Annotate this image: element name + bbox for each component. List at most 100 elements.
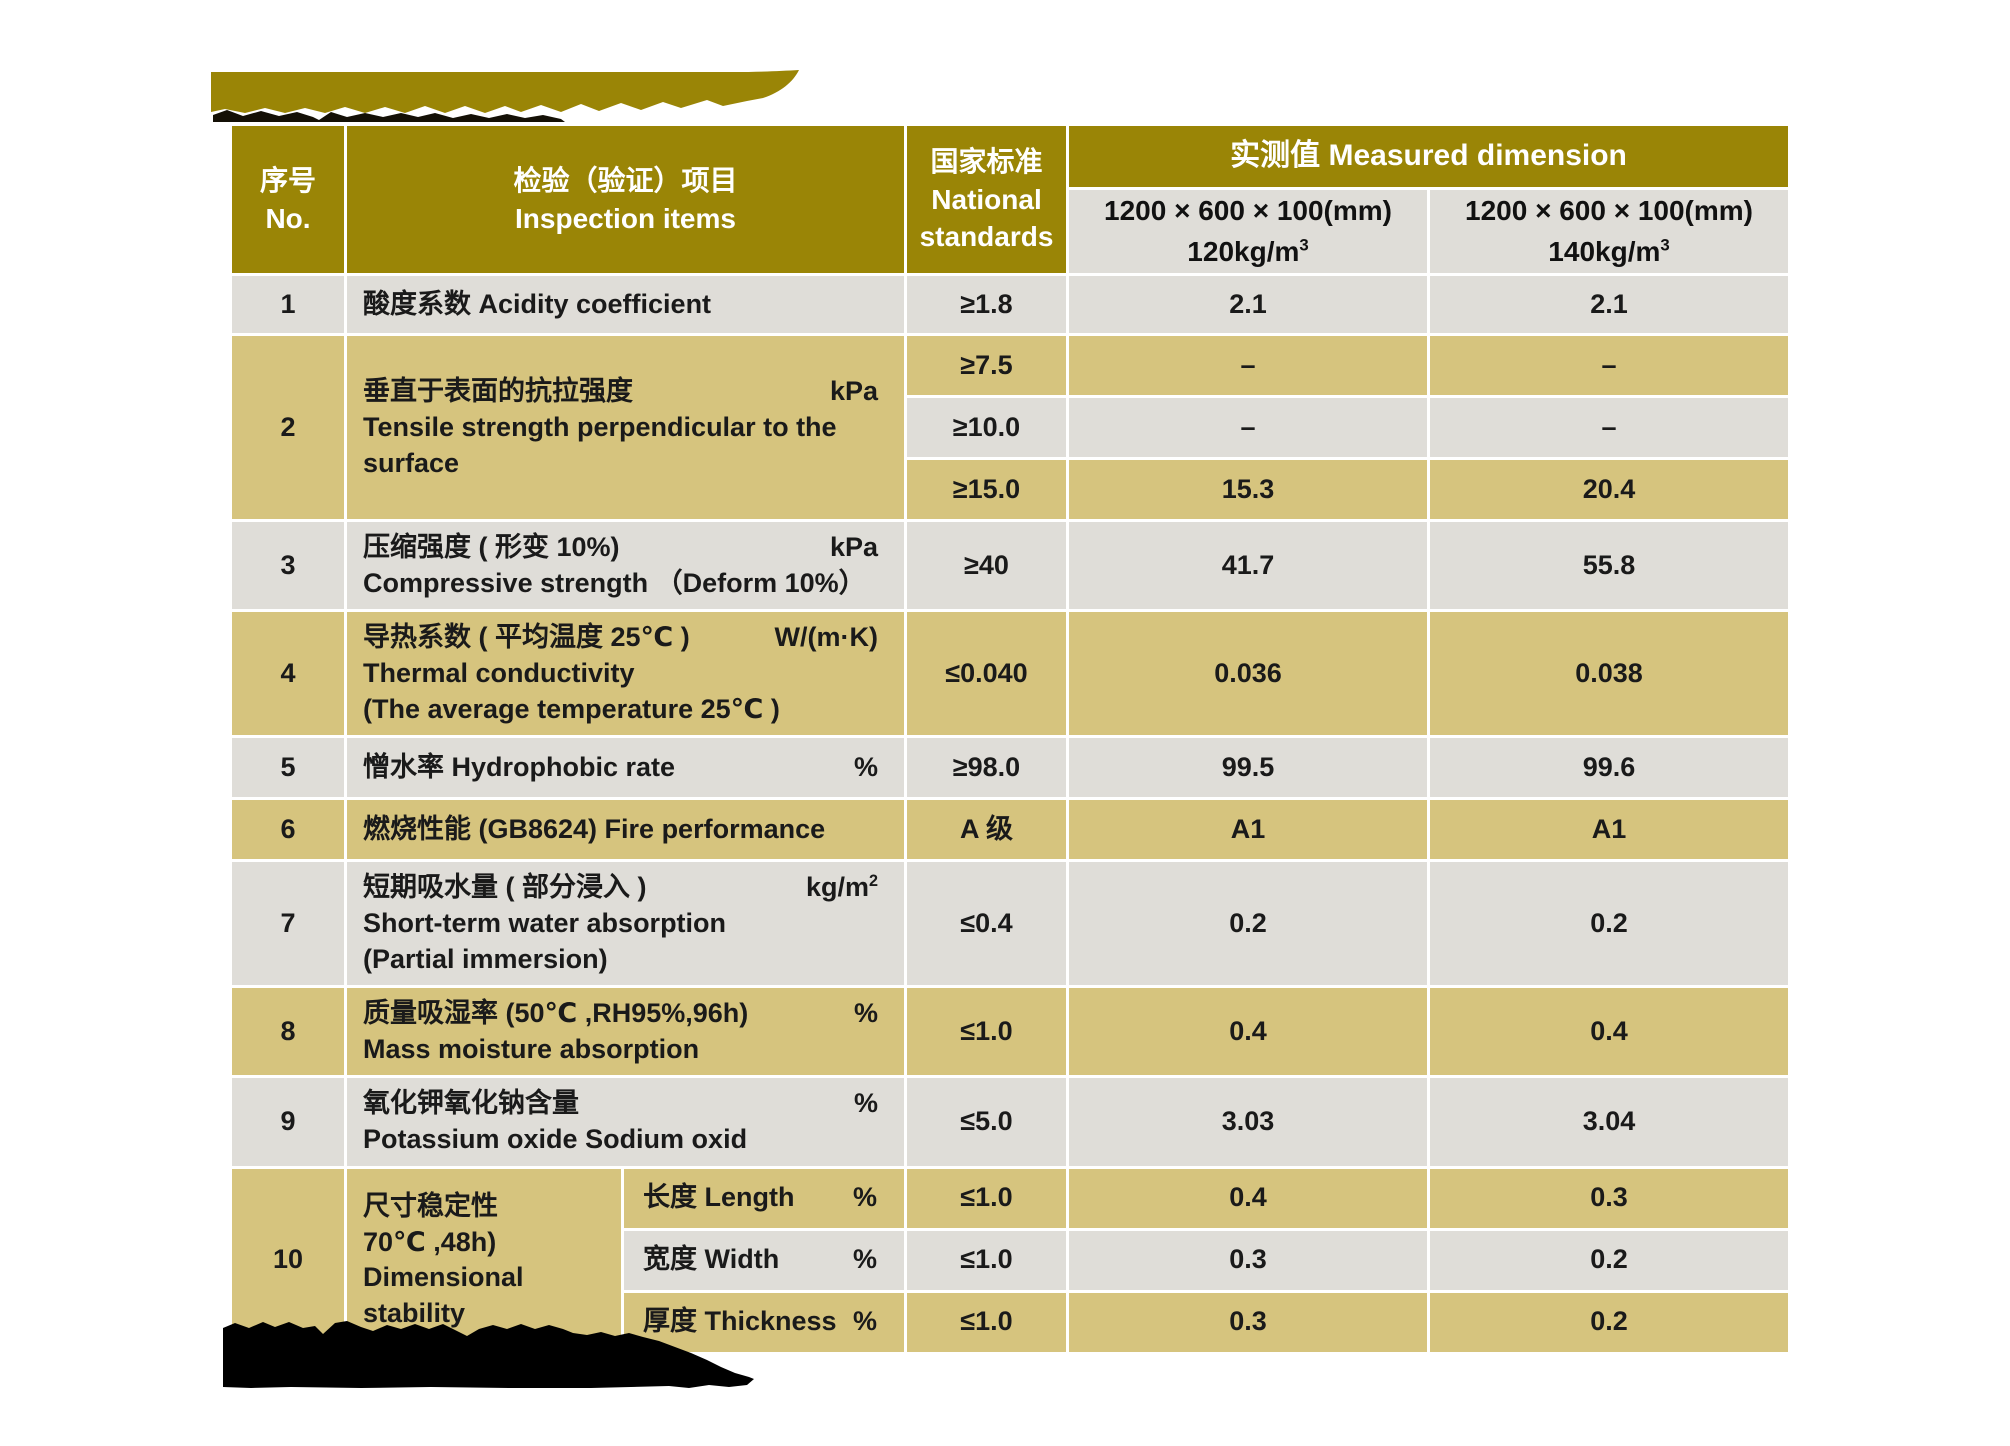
cell-value-120: 41.7 [1066, 519, 1431, 613]
unit-label: % [854, 1088, 879, 1119]
cell-value-140: 0.2 [1427, 859, 1792, 989]
cell-value-120: A1 [1066, 797, 1431, 863]
header-standards-cn: 国家标准 [930, 145, 1043, 177]
cell-standard: ≥40 [904, 519, 1070, 613]
cell-item: 质量吸湿率 (50℃ ,RH95%,96h)% Mass moisture ab… [343, 985, 908, 1079]
header-item: 检验（验证）项目 Inspection items [343, 122, 908, 277]
spec-140-density: 140kg/m3 [1548, 235, 1670, 267]
cell-no: 7 [229, 859, 347, 989]
cell-value-140: 0.3 [1427, 1165, 1792, 1231]
cell-value-140: 0.2 [1427, 1289, 1792, 1355]
cell-item: 尺寸稳定性 70℃ ,48h) Dimensional stability [344, 1165, 624, 1355]
cell-no: 2 [229, 333, 347, 523]
cell-value-140: – [1427, 395, 1792, 461]
table-row-10b: 宽度 Width% ≤1.0 0.3 0.2 [231, 1227, 1792, 1293]
cell-value-120: 0.4 [1066, 1165, 1431, 1231]
cell-standard: ≤1.0 [904, 1289, 1070, 1355]
cell-value-120: 0.2 [1066, 859, 1431, 989]
cell-value-120: 3.03 [1066, 1075, 1431, 1169]
cell-standard: ≤1.0 [904, 1227, 1070, 1293]
table-row-4: 4 导热系数 ( 平均温度 25℃ ) W/(m·K) Thermal condu… [229, 609, 1792, 739]
cell-no: 3 [229, 519, 347, 613]
cell-subitem: 长度 Length% [620, 1165, 908, 1231]
cell-standard: ≥15.0 [904, 457, 1070, 523]
cell-standard: A 级 [904, 797, 1070, 863]
table-row-2c: ≥15.0 15.3 20.4 [231, 457, 1792, 523]
unit-label: % [854, 752, 879, 782]
table-row-9: 9 氧化钾氧化钠含量% Potassium oxide Sodium oxid … [229, 1075, 1792, 1169]
unit-label: % [853, 1182, 878, 1213]
footer-note-blob [223, 1321, 754, 1388]
cell-value-120: 0.036 [1066, 609, 1431, 739]
table-row-2a: 2 垂直于表面的抗拉强度 kPa Tensile strength perpend… [229, 333, 1792, 523]
cell-item: 压缩强度 ( 形变 10%) kPa Compressive strength （… [343, 519, 908, 613]
unit-label: kg/m2 [805, 872, 879, 903]
cell-standard: ≥98.0 [904, 735, 1070, 801]
table-row-3: 3 压缩强度 ( 形变 10%) kPa Compressive strength… [229, 519, 1792, 613]
cell-item: 氧化钾氧化钠含量% Potassium oxide Sodium oxid [343, 1075, 908, 1169]
unit-label: kPa [829, 376, 879, 407]
cell-value-140: 3.04 [1427, 1075, 1792, 1169]
table-row-2b: ≥10.0 – – [231, 395, 1792, 461]
cell-no: 1 [229, 273, 347, 337]
cell-standard: ≤0.4 [904, 859, 1070, 989]
table-row-8: 8 质量吸湿率 (50℃ ,RH95%,96h)% Mass moisture … [229, 985, 1792, 1079]
cell-item: 酸度系数 Acidity coefficient [343, 273, 908, 337]
unit-label: % [854, 998, 879, 1029]
table-row-6: 6 燃烧性能 (GB8624) Fire performance A 级 A1 … [229, 797, 1792, 863]
spec-140-size: 1200 × 600 × 100(mm) [1465, 195, 1753, 226]
cell-value-120: 0.3 [1066, 1289, 1431, 1355]
cell-no: 9 [229, 1075, 347, 1169]
cell-no: 5 [229, 735, 347, 801]
cell-value-140: 99.6 [1427, 735, 1792, 801]
cell-standard: ≤0.040 [904, 609, 1070, 739]
header-standards-en2: standards [919, 221, 1054, 253]
cell-subitem: 宽度 Width% [620, 1227, 908, 1293]
cell-no: 8 [229, 985, 347, 1079]
cell-no: 6 [229, 797, 347, 863]
clipped-subtitle-text [213, 110, 565, 122]
table-row-10a: 10 尺寸稳定性 70℃ ,48h) Dimensional stability… [229, 1165, 1792, 1355]
cell-item: 导热系数 ( 平均温度 25℃ ) W/(m·K) Thermal conduct… [343, 609, 908, 739]
cell-standard: ≤5.0 [904, 1075, 1070, 1169]
cell-value-140: 0.2 [1427, 1227, 1792, 1293]
header-spec-140: 1200 × 600 × 100(mm) 140kg/m3 [1427, 186, 1792, 277]
cell-value-120: 99.5 [1066, 735, 1431, 801]
header-standards: 国家标准 National standards [904, 122, 1070, 277]
cell-item: 燃烧性能 (GB8624) Fire performance [343, 797, 908, 863]
cell-no: 4 [229, 609, 347, 739]
cell-value-140: 0.4 [1427, 985, 1792, 1079]
unit-label: % [853, 1306, 878, 1337]
cell-value-120: 2.1 [1066, 273, 1431, 337]
header-item-en: Inspection items [515, 202, 736, 234]
unit-label: kPa [829, 532, 879, 563]
table-row-1: 1 酸度系数 Acidity coefficient ≥1.8 2.1 2.1 [229, 273, 1792, 337]
title-banner [211, 70, 799, 122]
cell-standard: ≤1.0 [904, 985, 1070, 1079]
cell-standard: ≥10.0 [904, 395, 1070, 461]
table-row-7: 7 短期吸水量 ( 部分浸入 ) kg/m2 Short-term water a… [229, 859, 1792, 989]
cell-standard: ≤1.0 [904, 1165, 1070, 1231]
header-no: 序号 No. [229, 122, 347, 277]
header-no-en: No. [265, 202, 311, 234]
cell-item: 垂直于表面的抗拉强度 kPa Tensile strength perpendic… [343, 333, 908, 523]
cell-value-140: A1 [1427, 797, 1792, 863]
inspection-table: 序号 No. 检验（验证）项目 Inspection items 国家标准 Na… [229, 122, 1792, 1355]
cell-value-120: 0.4 [1066, 985, 1431, 1079]
cell-standard: ≥7.5 [904, 333, 1070, 399]
cell-no: 10 [229, 1165, 347, 1355]
header-item-cn: 检验（验证）项目 [513, 164, 738, 196]
header-no-cn: 序号 [259, 164, 316, 196]
cell-standard: ≥1.8 [904, 273, 1070, 337]
cell-value-120: 0.3 [1066, 1227, 1431, 1293]
cell-value-140: – [1427, 333, 1792, 399]
table-row-10c: 厚度 Thickness% ≤1.0 0.3 0.2 [231, 1289, 1792, 1355]
cell-item: 憎水率 Hydrophobic rate% [343, 735, 908, 801]
cell-value-140: 20.4 [1427, 457, 1792, 523]
header-standards-en1: National [931, 183, 1042, 215]
cell-value-140: 0.038 [1427, 609, 1792, 739]
cell-value-120: – [1066, 333, 1431, 399]
header-measured: 实测值 Measured dimension [1066, 123, 1792, 190]
cell-value-120: 15.3 [1066, 457, 1431, 523]
